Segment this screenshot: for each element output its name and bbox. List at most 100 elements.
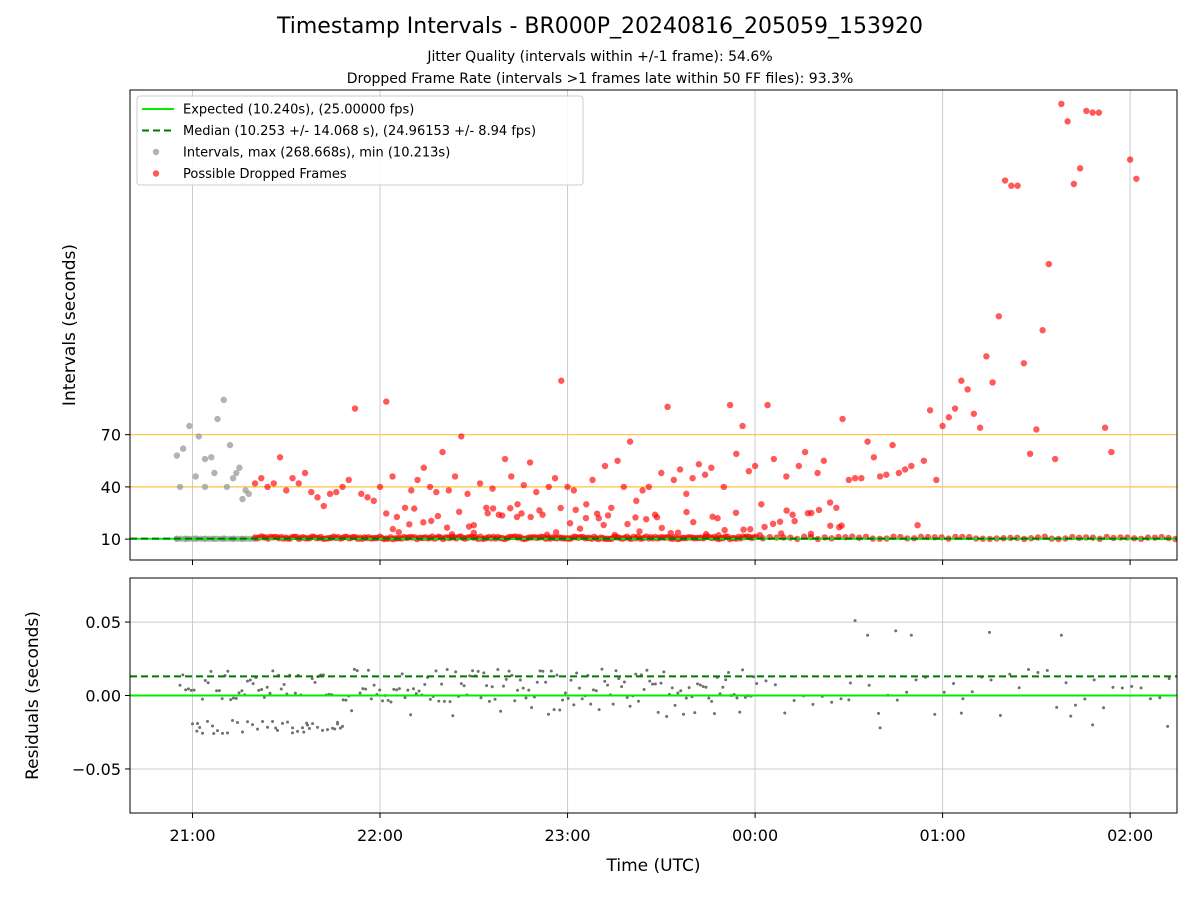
dropped-frame-point [514, 501, 521, 508]
intervals-plot-area [130, 90, 1177, 560]
residual-point [364, 687, 368, 691]
dropped-frame-point [489, 485, 496, 492]
dropped-frame-point [1045, 260, 1053, 268]
dropped-frame-point [1151, 534, 1159, 541]
residual-point [662, 670, 666, 674]
dropped-frame-point [558, 377, 565, 384]
residual-point [614, 669, 618, 673]
residual-point [400, 672, 404, 676]
residual-point [206, 681, 210, 685]
dropped-frame-point [1008, 182, 1015, 189]
residual-point [220, 697, 224, 701]
dropped-frame-point [455, 508, 463, 516]
residual-outlier-point [853, 619, 857, 623]
x-tick-label: 01:00 [920, 826, 966, 845]
dropped-frame-point [608, 504, 615, 511]
dropped-frame-point [604, 512, 612, 519]
residual-point [1111, 685, 1115, 689]
interval-point [233, 469, 240, 477]
residual-point [961, 697, 965, 701]
residual-point [352, 667, 356, 671]
dropped-frame-point [976, 424, 984, 431]
dropped-frame-point [845, 476, 853, 484]
residual-point [499, 709, 503, 713]
residual-point [282, 683, 286, 687]
residual-point [442, 699, 446, 703]
residual-point [501, 684, 505, 688]
legend-box [136, 95, 584, 186]
legend-dropped-swatch [152, 170, 160, 177]
dropped-frame-point [314, 494, 321, 501]
residual-point [684, 696, 688, 700]
dropped-frame-point [406, 521, 413, 528]
dropped-frame-point [301, 469, 309, 477]
residual-point [251, 723, 255, 727]
dropped-frame-point [1124, 534, 1131, 541]
residual-point [1120, 686, 1124, 690]
residual-point [634, 672, 638, 676]
residual-point [251, 682, 255, 686]
dropped-frame-point [383, 398, 390, 405]
residual-point [1017, 686, 1021, 690]
dropped-frame-point [258, 474, 265, 482]
dropped-frame-point [658, 469, 665, 477]
dropped-frame-point [695, 461, 703, 468]
dropped-frame-point [795, 462, 803, 470]
residual-point [231, 719, 235, 723]
dropped-frame-point [589, 476, 596, 484]
dropped-frame-point [1089, 534, 1097, 541]
dropped-frame-point [1020, 360, 1028, 367]
dropped-frame-point [820, 457, 828, 464]
residual-point [301, 726, 305, 730]
legend-entry-label: Expected (10.240s), (25.00000 fps) [183, 103, 414, 118]
legend-entry-label: Median (10.253 +/- 14.068 s), (24.96153 … [183, 124, 536, 139]
residual-point [600, 667, 604, 671]
residual-point [229, 698, 233, 702]
dropped-frame-point [701, 471, 709, 478]
dropped-frame-point [721, 526, 728, 534]
dropped-frame-point [1026, 450, 1034, 458]
residual-point [895, 698, 899, 702]
residual-point [1083, 697, 1087, 701]
dropped-frame-point [333, 488, 340, 496]
dropped-frame-point [564, 483, 571, 491]
residual-point [306, 723, 310, 727]
residual-point [580, 697, 584, 701]
residual-point [507, 669, 511, 673]
residual-point [693, 711, 697, 715]
dropped-frame-point [908, 462, 915, 470]
residual-outlier-point [866, 633, 870, 637]
dropped-frame-point [690, 518, 697, 526]
residual-point [311, 722, 315, 726]
residual-point [216, 729, 220, 733]
y-tick-label: −0.05 [72, 760, 121, 779]
residual-point [266, 725, 270, 729]
dropped-frame-point [667, 529, 674, 537]
dropped-frame-point [833, 504, 840, 511]
residual-point [651, 682, 655, 686]
dropped-frame-point [427, 517, 435, 525]
dropped-frame-point [1070, 180, 1078, 188]
residual-point [653, 682, 657, 686]
dropped-frame-point [483, 504, 490, 511]
dropped-frame-point [633, 497, 640, 505]
dropped-frame-point [747, 526, 754, 533]
dropped-frame-point [508, 473, 515, 480]
dropped-frame-point [870, 454, 878, 461]
residual-point [773, 683, 777, 687]
residual-point [260, 687, 264, 691]
residual-point [577, 686, 581, 690]
residual-point [673, 703, 677, 707]
dropped-frame-point [643, 515, 650, 523]
dropped-frame-point [551, 474, 559, 482]
residual-point [246, 720, 250, 724]
residual-point [291, 726, 295, 730]
residual-point [372, 683, 376, 687]
dropped-frame-point [683, 508, 690, 516]
residual-point [181, 673, 185, 677]
residual-point [406, 688, 410, 692]
residual-point [696, 682, 700, 686]
interval-point [239, 495, 246, 503]
dropped-frame-point [758, 501, 765, 508]
residual-point [246, 679, 250, 683]
